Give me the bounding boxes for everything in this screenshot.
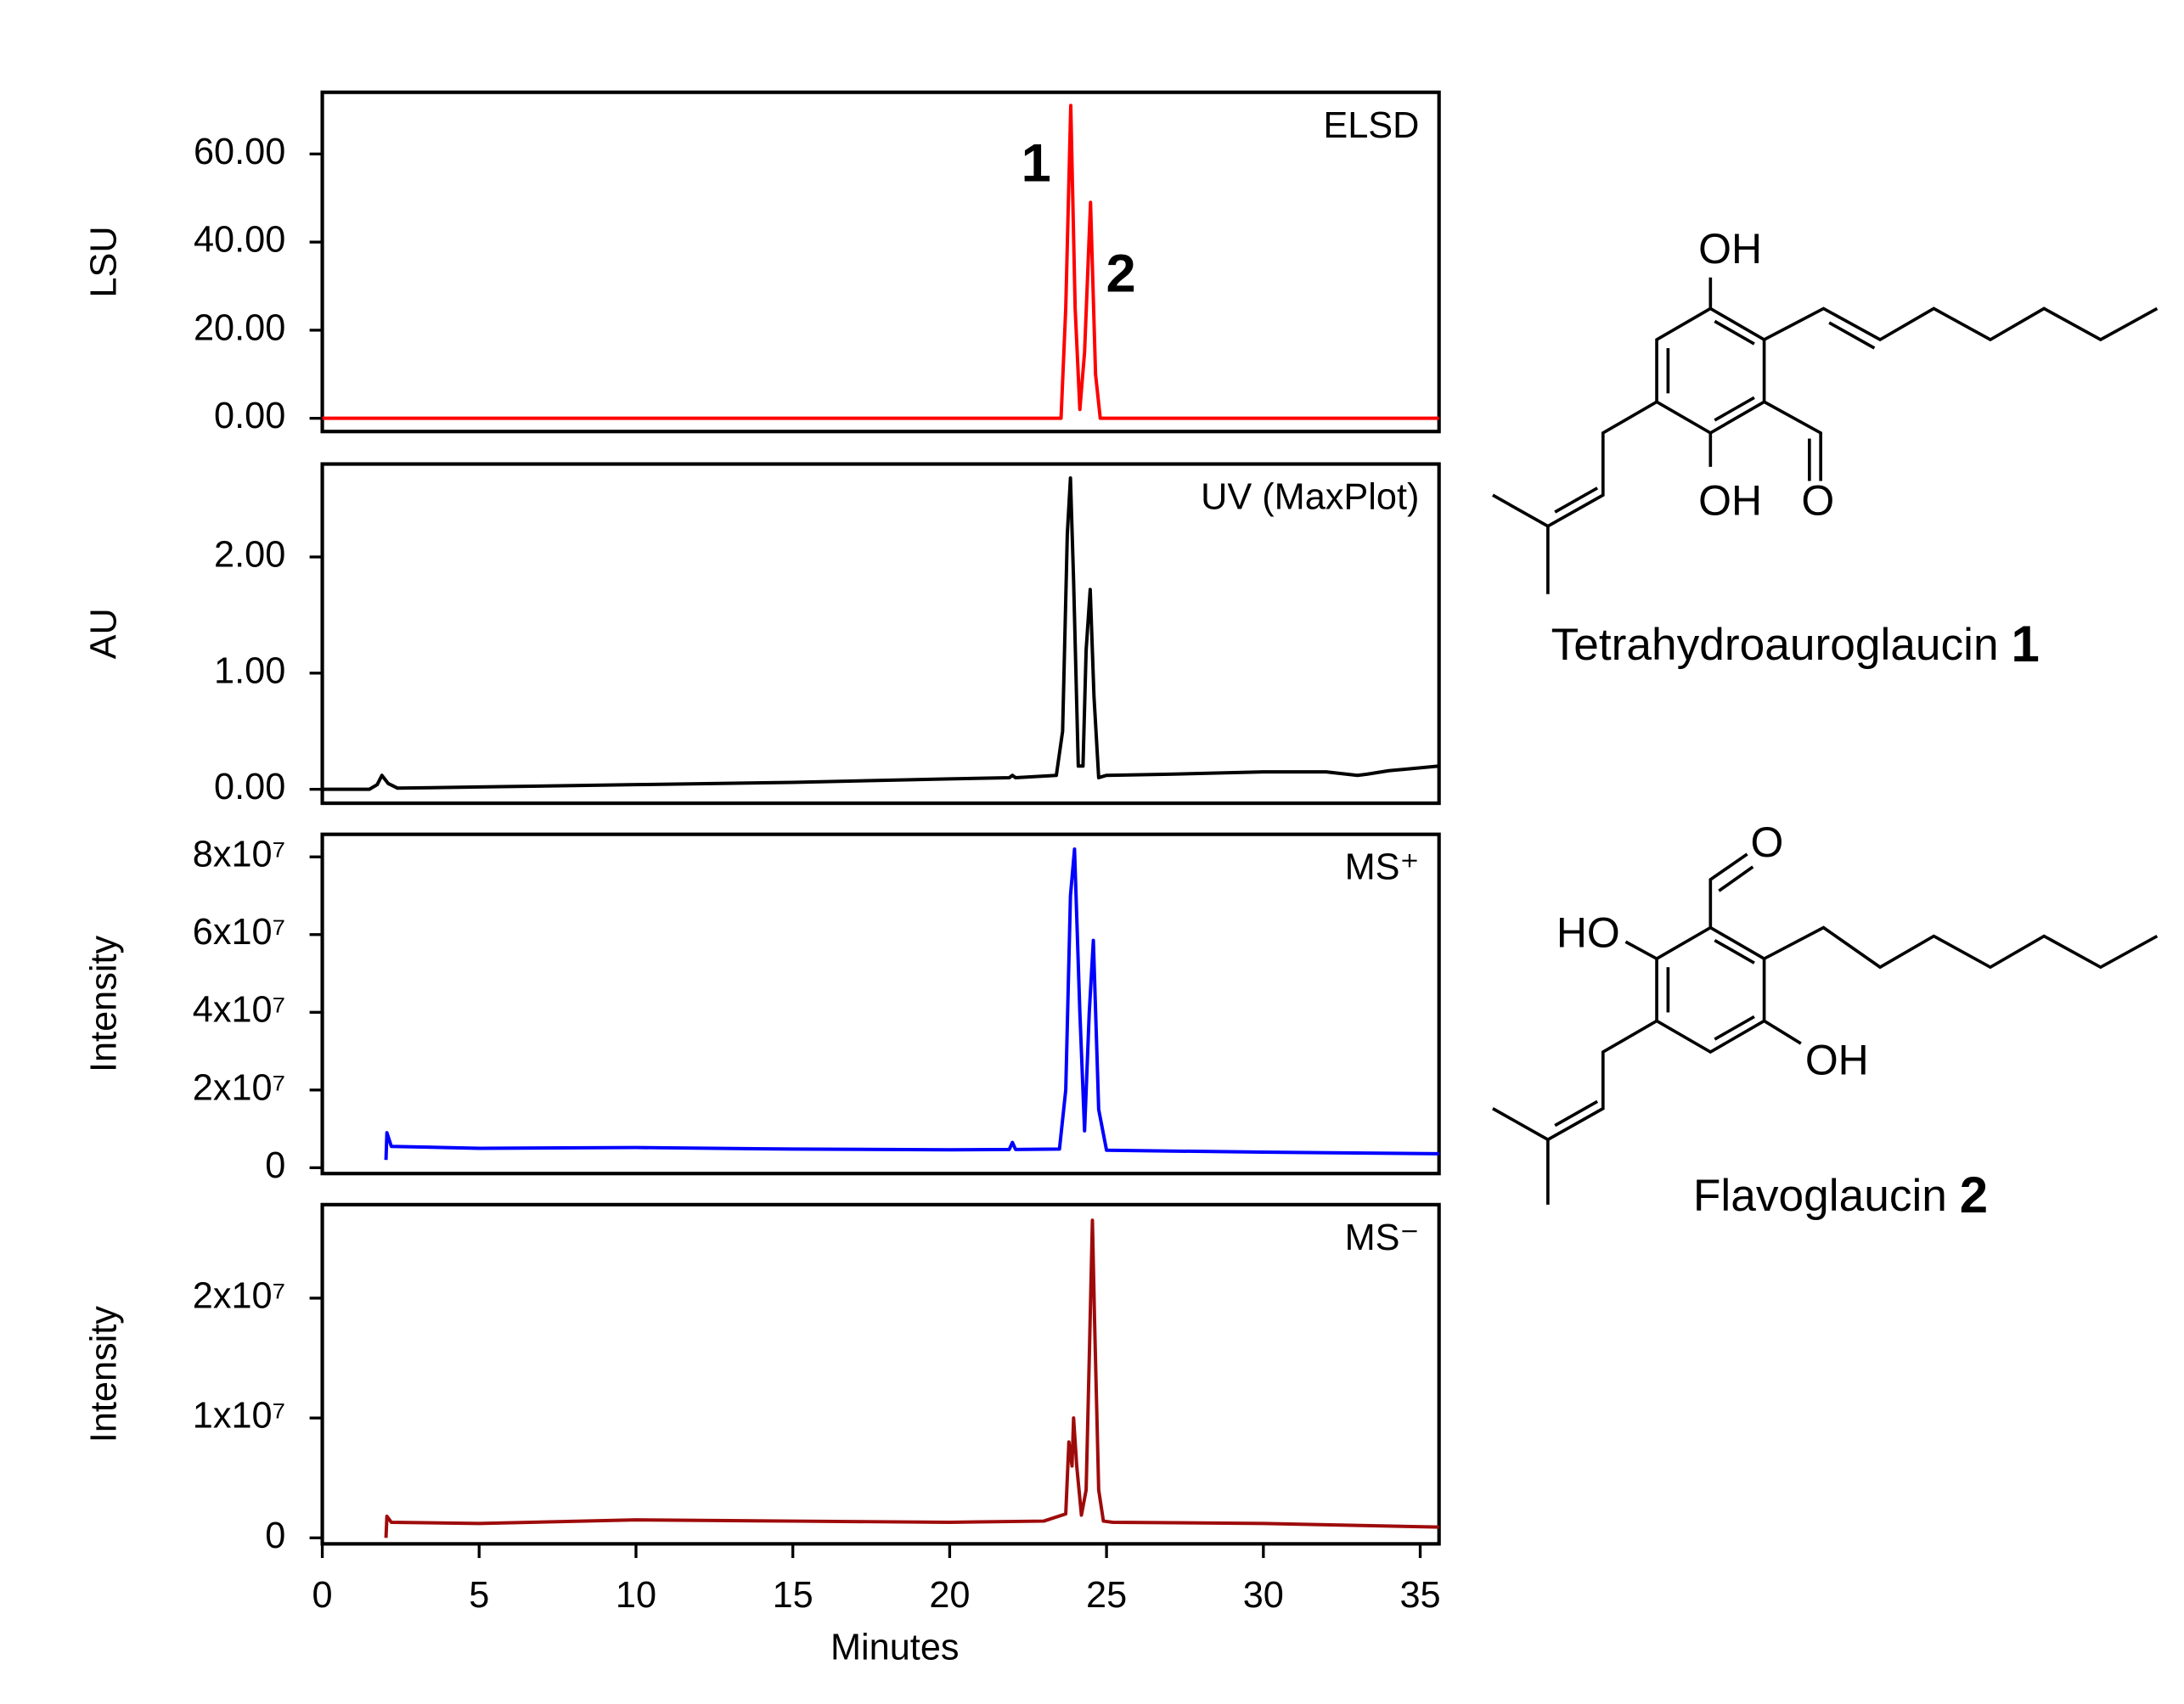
y-axis-label: Intensity (83, 936, 124, 1072)
plot-frame (320, 832, 1441, 1176)
atom-label: O (1750, 818, 1783, 866)
bond (1714, 396, 1755, 422)
y-axis-label: LSU (83, 226, 124, 297)
ring (1655, 306, 1766, 436)
aldehyde (1763, 400, 1822, 481)
y-axis-label: Intensity (83, 1306, 124, 1442)
structure-1: OH OH O Tetrahydroauroglaucin 1 (1492, 225, 2159, 672)
aldehyde (1708, 852, 1748, 928)
y-tick-label: 0.00 (214, 767, 285, 807)
y-tick-label: 8x10⁷ (193, 835, 285, 875)
structure-2: O HO OH Flavoglaucin 2 (1492, 818, 2159, 1223)
x-tick-label: 30 (1243, 1575, 1284, 1616)
panel-label: MS⁻ (1345, 1218, 1420, 1258)
bond (1763, 1019, 1802, 1045)
compound-name: Flavoglaucin 2 (1693, 1167, 1988, 1223)
y-tick-label: 1.00 (214, 650, 285, 691)
trace (322, 475, 1439, 791)
chain (1763, 306, 2159, 342)
ring (1655, 925, 1766, 1054)
plot-frame (320, 1202, 1441, 1546)
number: 1 (2011, 616, 2039, 672)
peak-annotation: 1 (1022, 134, 1051, 194)
trace (322, 104, 1439, 420)
bond (1624, 940, 1658, 960)
bond (1714, 319, 1755, 346)
y-tick-label: 2x10⁷ (193, 1275, 285, 1316)
plot-frame (320, 462, 1441, 806)
peak-annotation: 2 (1106, 244, 1136, 303)
bond (1828, 321, 1876, 350)
x-tick-label: 20 (929, 1575, 970, 1616)
bond (1718, 865, 1754, 892)
x-tick-label: 5 (469, 1575, 489, 1616)
atom-label: OH (1698, 225, 1762, 273)
name: Flavoglaucin (1693, 1171, 1947, 1221)
bond (1714, 1015, 1755, 1041)
number: 2 (1960, 1167, 1988, 1223)
trace (384, 847, 1439, 1161)
y-tick-label: 0 (265, 1516, 285, 1556)
y-tick-label: 1x10⁷ (193, 1396, 285, 1437)
bond (1554, 1099, 1599, 1128)
panel-label: UV (MaxPlot) (1201, 477, 1419, 518)
atom-label: HO (1556, 909, 1620, 957)
compound-name: Tetrahydroauroglaucin 1 (1551, 616, 2040, 672)
x-tick-label: 0 (312, 1575, 333, 1616)
prenyl (1492, 1019, 1658, 1142)
y-tick-label: 20.00 (194, 307, 285, 348)
atom-label: OH (1698, 476, 1762, 524)
x-tick-label: 25 (1086, 1575, 1127, 1616)
y-tick-label: 40.00 (194, 220, 285, 261)
chain (1763, 925, 2159, 970)
y-tick-label: 2.00 (214, 534, 285, 575)
panel-label: MS⁺ (1345, 847, 1420, 888)
y-tick-label: 0 (265, 1145, 285, 1186)
bond (1714, 938, 1755, 964)
y-tick-label: 0.00 (214, 396, 285, 436)
x-axis-label: Minutes (830, 1628, 960, 1668)
y-tick-label: 6x10⁷ (193, 912, 285, 953)
x-tick-label: 15 (773, 1575, 813, 1616)
x-tick-label: 35 (1399, 1575, 1440, 1616)
plot-frame (320, 90, 1441, 434)
y-tick-label: 4x10⁷ (193, 990, 285, 1031)
x-tick-label: 10 (616, 1575, 656, 1616)
y-axis-label: AU (83, 608, 124, 659)
bond (1554, 486, 1599, 514)
atom-label: OH (1805, 1037, 1869, 1084)
y-tick-label: 60.00 (194, 132, 285, 172)
atom-label: O (1801, 476, 1834, 524)
y-tick-label: 2x10⁷ (193, 1067, 285, 1108)
panel-label: ELSD (1323, 105, 1419, 146)
trace (384, 1218, 1439, 1538)
name: Tetrahydroauroglaucin (1551, 620, 1999, 670)
prenyl (1492, 400, 1658, 528)
